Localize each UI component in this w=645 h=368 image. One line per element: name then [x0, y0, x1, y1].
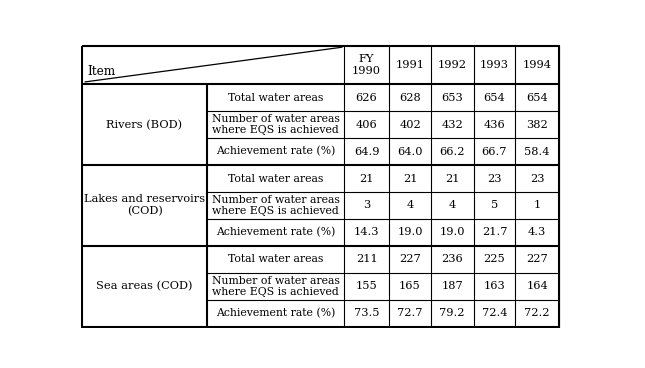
Text: 66.2: 66.2 [439, 146, 465, 156]
Text: Item: Item [88, 65, 116, 78]
Text: Number of water areas
where EQS is achieved: Number of water areas where EQS is achie… [212, 195, 339, 216]
Text: 1993: 1993 [480, 60, 509, 70]
Text: 5: 5 [491, 201, 498, 210]
Text: 19.0: 19.0 [397, 227, 422, 237]
Text: 72.7: 72.7 [397, 308, 422, 318]
Text: 58.4: 58.4 [524, 146, 550, 156]
Text: 654: 654 [526, 93, 548, 103]
Text: Total water areas: Total water areas [228, 254, 323, 264]
Text: 165: 165 [399, 281, 421, 291]
Text: 72.4: 72.4 [482, 308, 507, 318]
Text: 402: 402 [399, 120, 421, 130]
Text: 653: 653 [441, 93, 463, 103]
Text: 66.7: 66.7 [482, 146, 507, 156]
Text: Total water areas: Total water areas [228, 93, 323, 103]
Text: 73.5: 73.5 [354, 308, 379, 318]
Text: 64.0: 64.0 [397, 146, 422, 156]
Text: 436: 436 [484, 120, 505, 130]
Text: 72.2: 72.2 [524, 308, 550, 318]
Text: 4: 4 [406, 201, 413, 210]
Text: 23: 23 [530, 174, 544, 184]
Text: Achievement rate (%): Achievement rate (%) [216, 308, 335, 318]
Text: 163: 163 [484, 281, 505, 291]
Text: 3: 3 [363, 201, 370, 210]
Text: 432: 432 [441, 120, 463, 130]
Text: 21: 21 [445, 174, 459, 184]
Text: Number of water areas
where EQS is achieved: Number of water areas where EQS is achie… [212, 276, 339, 297]
Text: 236: 236 [441, 254, 463, 264]
Text: 1991: 1991 [395, 60, 424, 70]
Text: 406: 406 [356, 120, 377, 130]
Text: 164: 164 [526, 281, 548, 291]
Text: 19.0: 19.0 [439, 227, 465, 237]
Text: 1994: 1994 [522, 60, 551, 70]
Text: Achievement rate (%): Achievement rate (%) [216, 146, 335, 157]
Text: 1: 1 [533, 201, 541, 210]
Text: Lakes and reservoirs
(COD): Lakes and reservoirs (COD) [84, 194, 205, 216]
Text: 23: 23 [487, 174, 502, 184]
Text: 187: 187 [441, 281, 463, 291]
Text: 21: 21 [359, 174, 374, 184]
Text: 211: 211 [356, 254, 377, 264]
Text: Sea areas (COD): Sea areas (COD) [96, 281, 193, 291]
Text: 1992: 1992 [438, 60, 467, 70]
Text: 64.9: 64.9 [354, 146, 379, 156]
Text: 227: 227 [399, 254, 421, 264]
Text: 155: 155 [356, 281, 377, 291]
Text: Achievement rate (%): Achievement rate (%) [216, 227, 335, 238]
Text: 21: 21 [402, 174, 417, 184]
Text: 4: 4 [449, 201, 456, 210]
Text: 382: 382 [526, 120, 548, 130]
Text: 21.7: 21.7 [482, 227, 507, 237]
Text: 628: 628 [399, 93, 421, 103]
Text: 79.2: 79.2 [439, 308, 465, 318]
Text: 654: 654 [484, 93, 505, 103]
Text: Rivers (BOD): Rivers (BOD) [106, 120, 183, 130]
Text: 626: 626 [356, 93, 377, 103]
Text: Number of water areas
where EQS is achieved: Number of water areas where EQS is achie… [212, 114, 339, 135]
Text: 4.3: 4.3 [528, 227, 546, 237]
Text: FY
1990: FY 1990 [352, 54, 381, 76]
Text: 225: 225 [484, 254, 505, 264]
Text: Total water areas: Total water areas [228, 174, 323, 184]
Text: 227: 227 [526, 254, 548, 264]
Text: 14.3: 14.3 [354, 227, 379, 237]
